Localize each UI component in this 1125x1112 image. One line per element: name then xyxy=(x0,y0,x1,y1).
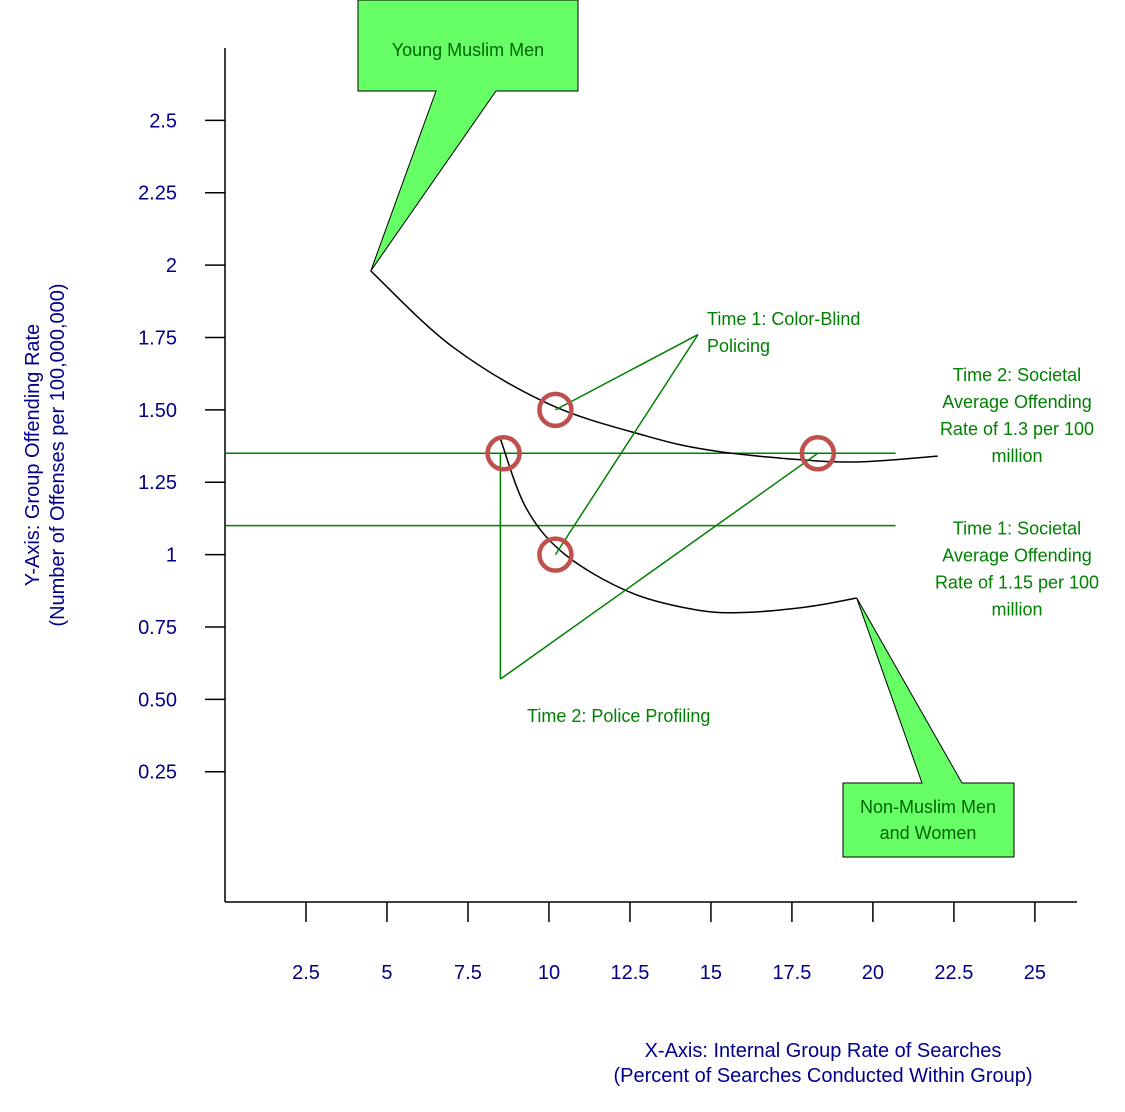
reference-line-label-line: Time 2: Societal xyxy=(953,365,1081,385)
reference-line-label: Time 1: Societal Average Offending Rate of… xyxy=(935,518,1099,619)
callout-label-non-muslim: Non-Muslim Men and Women xyxy=(860,797,996,843)
callout-label-young-muslim-men: Young Muslim Men xyxy=(392,40,544,60)
callout-non-muslim xyxy=(842,597,1015,858)
x-tick-label: 2.5 xyxy=(292,962,320,984)
annotation-leader-line xyxy=(554,334,699,556)
highlight-point xyxy=(537,536,574,573)
y-tick-label: 2.25 xyxy=(138,183,177,205)
y-axis-title-line: (Number of Offenses per 100,000,000) xyxy=(47,283,69,626)
annotation-label-color-blind: Time 1: Color-Blind Policing xyxy=(707,309,860,356)
annotation-texts: Time 1: Color-Blind Policing Time 2: Polic… xyxy=(527,309,860,726)
highlight-point xyxy=(799,435,837,472)
reference-line-label-line: Average Offending xyxy=(942,545,1091,565)
axes xyxy=(224,48,1077,903)
y-tick-label: 1.75 xyxy=(138,327,177,349)
y-axis-title-line: Y-Axis: Group Offending Rate xyxy=(22,324,44,586)
x-tick-label: 10 xyxy=(538,962,560,984)
x-tick-label: 25 xyxy=(1024,962,1046,984)
y-tick-label: 0.50 xyxy=(138,689,177,711)
highlight-point xyxy=(485,435,522,472)
y-tick-label: 2.5 xyxy=(149,110,177,132)
x-tick-label: 5 xyxy=(381,962,392,984)
x-axis-title-line: (Percent of Searches Conducted Within Gr… xyxy=(613,1065,1032,1087)
x-tick-label: 22.5 xyxy=(934,962,973,984)
series-line-2 xyxy=(499,438,857,614)
callout-label-non-muslim-line: Non-Muslim Men xyxy=(860,797,996,817)
annotation-label-color-blind-line: Time 1: Color-Blind xyxy=(707,309,860,329)
x-ticks: 2.5 5 7.5 10 12.5 15 17.5 20 22.5 25 xyxy=(292,902,1046,984)
curves xyxy=(370,270,938,614)
axis-titles: X-Axis: Internal Group Rate of Searches (… xyxy=(22,283,1033,1087)
reference-line-label: Time 2: Societal Average Offending Rate of… xyxy=(940,365,1094,466)
y-tick-label: 1.25 xyxy=(138,472,177,494)
y-tick-label: 0.25 xyxy=(138,762,177,784)
x-axis-title-line: X-Axis: Internal Group Rate of Searches xyxy=(645,1040,1002,1062)
x-tick-label: 12.5 xyxy=(610,962,649,984)
annotation-label-color-blind-line: Policing xyxy=(707,336,770,356)
callouts: Young Muslim Men Non-Muslim Men and Women xyxy=(357,0,1015,858)
callout-label-non-muslim-line: and Women xyxy=(880,823,977,843)
reference-line-label-line: Average Offending xyxy=(942,392,1091,412)
y-ticks: 0.25 0.50 0.75 1 1.25 1.50 1.75 2 2.25 2.5 xyxy=(138,110,225,784)
reference-line-labels: Time 2: Societal Average Offending Rate of… xyxy=(935,365,1099,619)
reference-line-label-line: Rate of 1.3 per 100 xyxy=(940,419,1094,439)
reference-line-label-line: million xyxy=(991,446,1042,466)
y-tick-label: 2 xyxy=(166,255,177,277)
series-line-1 xyxy=(370,270,938,463)
x-tick-label: 20 xyxy=(862,962,884,984)
callout-label-young-muslim-men-line: Young Muslim Men xyxy=(392,40,544,60)
highlight-circles xyxy=(485,391,837,573)
reference-line-label-line: million xyxy=(991,599,1042,619)
highlight-point xyxy=(537,391,574,429)
y-tick-label: 0.75 xyxy=(138,617,177,639)
x-tick-label: 7.5 xyxy=(454,962,482,984)
reference-line-label-line: Rate of 1.15 per 100 xyxy=(935,572,1099,592)
x-axis-title: X-Axis: Internal Group Rate of Searches (… xyxy=(613,1040,1032,1087)
reference-line-label-line: Time 1: Societal xyxy=(953,518,1081,538)
reference-lines xyxy=(225,452,896,527)
annotation-lines xyxy=(499,333,819,680)
annotation-label-profiling-line: Time 2: Police Profiling xyxy=(527,706,710,726)
y-tick-label: 1 xyxy=(166,545,177,567)
annotation-leader-line xyxy=(499,452,819,680)
y-tick-label: 1.50 xyxy=(138,400,177,422)
annotation-label-profiling: Time 2: Police Profiling xyxy=(527,706,710,726)
annotation-leader-line xyxy=(555,333,699,411)
callout-young-muslim-men xyxy=(357,0,579,272)
x-tick-label: 15 xyxy=(700,962,722,984)
x-tick-label: 17.5 xyxy=(772,962,811,984)
y-axis-title: Y-Axis: Group Offending Rate (Number of O… xyxy=(22,283,69,626)
